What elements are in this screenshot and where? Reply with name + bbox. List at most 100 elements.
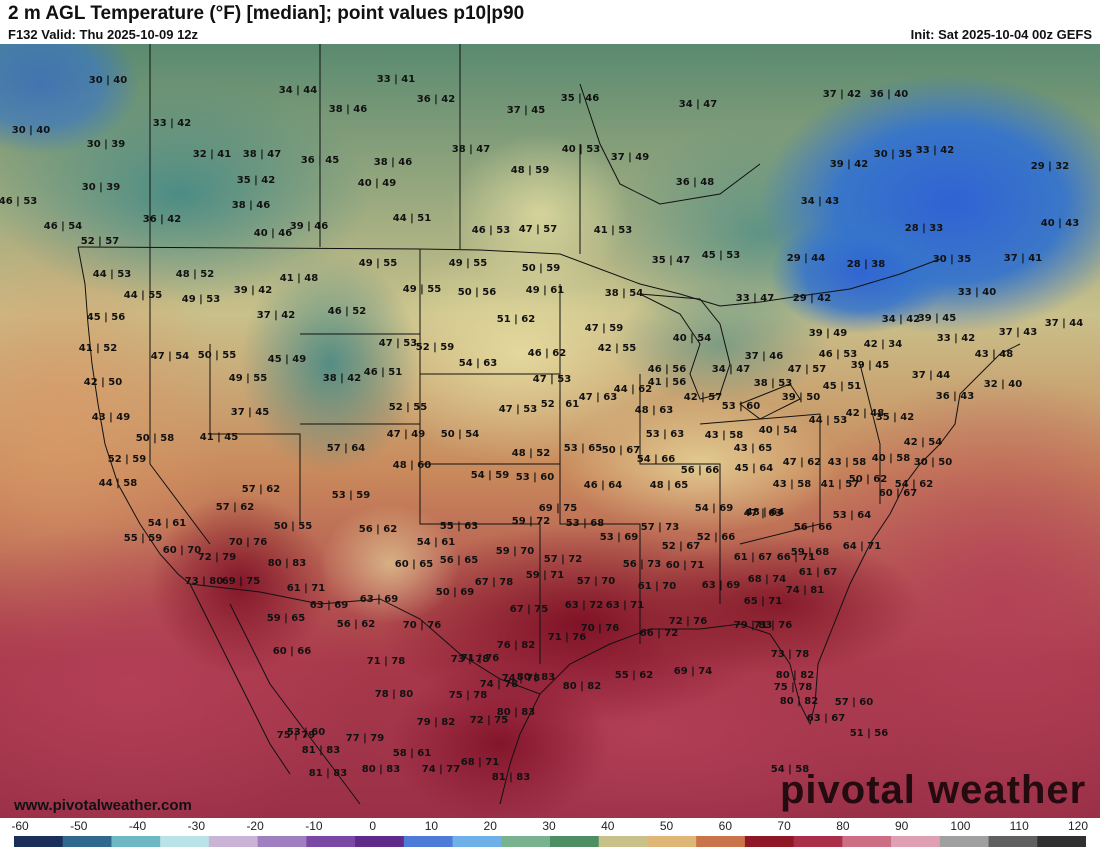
- point-value: 75 | 78: [449, 690, 487, 701]
- point-value: 74 | 77: [422, 764, 460, 775]
- colorbar-segment: [452, 836, 502, 847]
- point-value: 73 | 78: [771, 649, 809, 660]
- point-value: 59 | 72: [512, 516, 550, 527]
- point-value: 72 | 75: [470, 715, 508, 726]
- colorbar-tick-label: -60: [11, 819, 29, 833]
- point-value: 53 | 60: [516, 472, 554, 483]
- url-watermark[interactable]: www.pivotalweather.com: [14, 797, 192, 814]
- baja-coastline: [189, 583, 291, 775]
- colorbar-segment: [696, 836, 746, 847]
- point-value: 38 | 54: [605, 288, 643, 299]
- point-value: 30 | 39: [82, 182, 120, 193]
- point-value: 50 | 69: [436, 587, 474, 598]
- point-value: 50 | 55: [198, 350, 236, 361]
- point-value: 46 | 52: [328, 306, 366, 317]
- point-value: 52 | 59: [416, 342, 454, 353]
- point-value: 53 | 63: [646, 429, 684, 440]
- point-value: 61 | 70: [638, 581, 676, 592]
- point-value: 51 | 56: [850, 728, 888, 739]
- point-value: 40 | 43: [1041, 218, 1079, 229]
- point-value: 57 | 72: [544, 554, 582, 565]
- point-value: 39 | 50: [782, 392, 820, 403]
- point-value: 42 | 34: [864, 339, 902, 350]
- point-value: 49 | 55: [449, 258, 487, 269]
- colorbar-tick-label: -50: [70, 819, 88, 833]
- point-value: 54 | 69: [695, 503, 733, 514]
- rockies-cool-shading: [240, 254, 420, 474]
- point-value: 50 | 54: [441, 429, 479, 440]
- point-value: 49 | 53: [182, 294, 220, 305]
- colorbar-segment: [160, 836, 210, 847]
- colorbar-segment: [550, 836, 600, 847]
- point-value: 80 | 83: [517, 672, 555, 683]
- colorbar-segment: [842, 836, 892, 847]
- colorbar-tick-label: 10: [424, 819, 439, 833]
- point-value: 56 | 66: [681, 465, 719, 476]
- point-value: 50 | 55: [274, 521, 312, 532]
- point-value: 59 | 71: [526, 570, 564, 581]
- colorbar-labels: -60 -50 -40 -30 -20 -10 0 10 20 30 40 50 60 70 80 90 100…: [0, 819, 1100, 834]
- point-value: 28 | 33: [905, 223, 943, 234]
- colorbar-segment: [111, 836, 161, 847]
- point-value: 36 | 43: [936, 391, 974, 402]
- point-value: 47 | 53: [499, 404, 537, 415]
- point-value: 46 | 53: [0, 196, 37, 207]
- colorbar-tick-label: 20: [483, 819, 497, 833]
- colorbar-tick-label: 100: [950, 819, 971, 833]
- point-value: 61 | 67: [799, 567, 837, 578]
- point-value: 37 | 44: [912, 370, 950, 381]
- point-value: 40 | 54: [673, 333, 711, 344]
- point-value: 44 | 55: [124, 290, 162, 301]
- point-value: 60 | 70: [163, 545, 201, 556]
- point-value: 36 | 42: [417, 94, 455, 105]
- point-value: 47 | 53: [533, 374, 571, 385]
- point-value: 40 | 54: [759, 425, 797, 436]
- point-value: 53 | 64: [833, 510, 871, 521]
- point-value: 57 | 64: [327, 443, 365, 454]
- point-value: 45 | 49: [268, 354, 306, 365]
- colorbar-segment: [744, 836, 795, 847]
- point-value: 33 | 47: [736, 293, 774, 304]
- point-value: 29 | 42: [793, 293, 831, 304]
- point-value: 37 | 44: [1045, 318, 1083, 329]
- point-value: 78 | 80: [375, 689, 413, 700]
- point-value: 60 | 66: [273, 646, 311, 657]
- point-value: 41 | 52: [79, 343, 117, 354]
- point-value: 37 | 49: [611, 152, 649, 163]
- point-value: 39 | 45: [851, 360, 889, 371]
- point-value: 71 | 76: [548, 632, 586, 643]
- colorbar-segment: [647, 836, 697, 847]
- point-value: 54 | 61: [148, 518, 186, 529]
- point-value: 38 | 46: [232, 200, 270, 211]
- point-value: 66 | 72: [640, 628, 678, 639]
- state-line-1: [149, 247, 211, 545]
- point-value: 46 | 54: [44, 221, 82, 232]
- point-value: 40 | 53: [562, 144, 600, 155]
- point-value: 47 | 57: [788, 364, 826, 375]
- point-value: 47 | 62: [783, 457, 821, 468]
- point-value: 30 | 35: [933, 254, 971, 265]
- colorbar-segment: [62, 836, 112, 847]
- point-value: 37 | 45: [507, 105, 545, 116]
- point-value: 53 | 69: [600, 532, 638, 543]
- colorbar-tick-label: 40: [601, 819, 615, 833]
- point-value: 80 | 83: [362, 764, 400, 775]
- mexico-west-coastline: [229, 603, 361, 805]
- point-value: 33 | 42: [916, 145, 954, 156]
- colorbar-segment: [793, 836, 843, 847]
- yukon-cold-shading: [0, 44, 140, 154]
- colorbar-tick-label: 120: [1067, 819, 1089, 833]
- point-value: 48 | 63: [635, 405, 673, 416]
- point-value: 60 | 67: [879, 488, 917, 499]
- point-value: 46 | 62: [528, 348, 566, 359]
- colorbar-tick-label: -10: [305, 819, 323, 833]
- point-value: 65 | 71: [744, 596, 782, 607]
- point-value: 71 | 78: [367, 656, 405, 667]
- point-value: 81 | 83: [302, 745, 340, 756]
- point-value: 46 | 56: [648, 364, 686, 375]
- point-value: 74 | 81: [786, 585, 824, 596]
- point-value: 48 | 52: [512, 448, 550, 459]
- point-value: 29 | 32: [1031, 161, 1069, 172]
- point-value: 73 | 80: [185, 576, 223, 587]
